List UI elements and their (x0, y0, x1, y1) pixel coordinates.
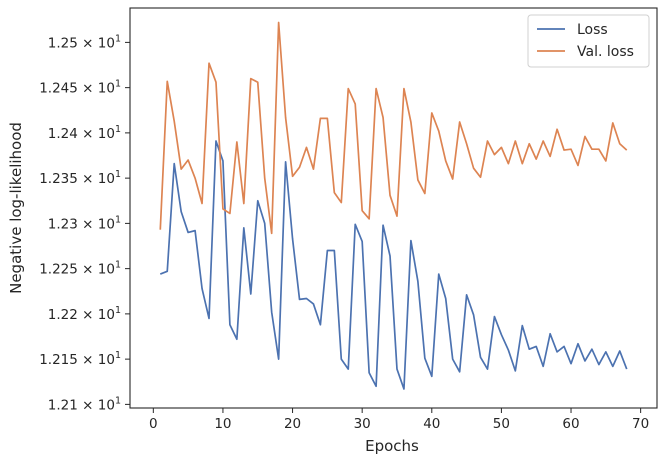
plot-lines (159, 21, 628, 390)
legend-label-0: Loss (577, 22, 608, 38)
x-tick-label: 40 (423, 416, 440, 432)
y-tick-label: 1.245 × 101 (39, 79, 121, 97)
y-axis-label: Negative log-likelihood (7, 122, 25, 294)
x-tick-label: 50 (493, 416, 510, 432)
legend-frame (527, 14, 650, 68)
y-tick-label: 1.215 × 101 (39, 350, 121, 368)
series-line-0 (159, 140, 628, 390)
y-tick-label: 1.23 × 101 (48, 214, 121, 232)
x-tick-label: 70 (632, 416, 649, 432)
y-tick-label: 1.25 × 101 (48, 33, 121, 51)
x-axis-label: Epochs (365, 437, 419, 455)
y-tick-label: 1.235 × 101 (39, 169, 121, 187)
x-axis-ticks: 0 10 20 30 40 50 60 70 (149, 408, 649, 432)
y-axis-ticks: 1.21 × 101 1.215 × 101 1.22 × 101 1.225 × 1… (39, 33, 130, 413)
legend: Loss Val. loss (527, 14, 650, 68)
axes-frame (129, 7, 658, 409)
y-tick-label: 1.24 × 101 (48, 124, 121, 142)
series-line-1 (159, 21, 628, 235)
y-tick-label: 1.225 × 101 (39, 260, 121, 278)
x-tick-label: 10 (214, 416, 231, 432)
x-tick-label: 20 (284, 416, 301, 432)
x-tick-label: 60 (562, 416, 579, 432)
x-tick-label: 0 (149, 416, 158, 432)
y-tick-label: 1.21 × 101 (48, 395, 121, 413)
x-tick-label: 30 (354, 416, 371, 432)
y-tick-label: 1.22 × 101 (48, 305, 121, 323)
legend-label-1: Val. loss (577, 44, 634, 60)
